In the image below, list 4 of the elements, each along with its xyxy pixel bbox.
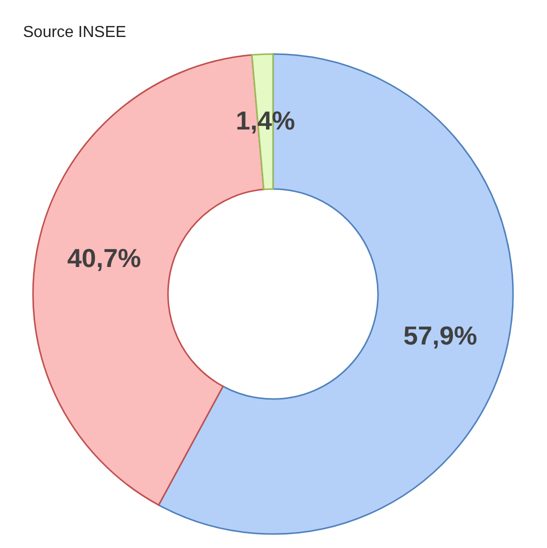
data-label: 40,7% [67,243,141,274]
source-note: Source INSEE [23,24,126,41]
data-label: 57,9% [403,320,478,350]
donut-slice [158,53,514,535]
